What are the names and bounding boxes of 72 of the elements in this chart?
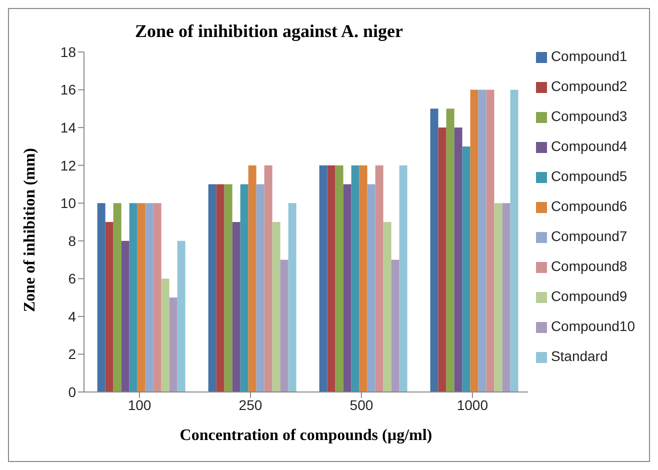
y-tick-label: 2 xyxy=(68,346,76,362)
bar xyxy=(470,90,478,392)
chart-title: Zone of inihibition against A. niger xyxy=(134,21,404,42)
bar xyxy=(177,240,186,392)
bar xyxy=(248,165,256,392)
legend-label: Standard xyxy=(550,347,608,366)
bar xyxy=(97,203,106,392)
bar xyxy=(343,184,352,392)
bar xyxy=(383,222,392,392)
legend-label: Compound8 xyxy=(550,257,628,276)
legend-label: Compound7 xyxy=(550,227,628,246)
bar xyxy=(208,184,216,392)
x-tick-label: 250 xyxy=(238,396,262,413)
bar xyxy=(280,260,288,392)
bar xyxy=(224,184,232,392)
legend-label: Compound2 xyxy=(550,77,628,96)
bar xyxy=(121,240,130,392)
bar xyxy=(153,203,162,392)
bar xyxy=(113,203,122,392)
y-tick-label: 18 xyxy=(60,44,76,60)
bar xyxy=(145,203,154,392)
bar xyxy=(462,146,470,392)
x-axis-title: Concentration of compounds (µg/ml) xyxy=(180,427,432,444)
legend-label: Compound9 xyxy=(550,287,628,306)
bar xyxy=(399,165,408,392)
bar xyxy=(272,222,280,392)
bar xyxy=(478,90,486,392)
bar xyxy=(454,128,462,392)
y-tick-label: 16 xyxy=(60,82,76,98)
legend-label: Compound1 xyxy=(550,47,628,66)
y-tick-label: 0 xyxy=(68,384,76,400)
bar xyxy=(327,165,336,392)
bar xyxy=(391,260,400,392)
bar xyxy=(335,165,344,392)
bar xyxy=(367,184,376,392)
x-tick-label: 500 xyxy=(350,396,374,413)
bar xyxy=(169,298,178,392)
y-tick-label: 8 xyxy=(68,232,76,249)
bar xyxy=(510,90,518,392)
y-tick-label: 10 xyxy=(60,195,76,212)
legend-label: Compound10 xyxy=(550,317,635,336)
bar xyxy=(105,222,114,392)
bar xyxy=(319,165,328,392)
bar xyxy=(129,203,138,392)
y-tick-label: 12 xyxy=(60,157,76,174)
bar xyxy=(161,278,170,392)
legend-label: Compound6 xyxy=(550,197,628,216)
y-tick-label: 6 xyxy=(68,270,76,287)
bar xyxy=(486,90,494,392)
bar xyxy=(288,203,296,392)
y-axis-title: Zone of inhibition (mm) xyxy=(22,148,39,312)
bar xyxy=(264,165,272,392)
bar xyxy=(502,203,510,392)
legend-label: Compound5 xyxy=(550,167,628,186)
bar xyxy=(438,128,446,392)
bar xyxy=(216,184,224,392)
bar xyxy=(359,165,368,392)
bar xyxy=(446,108,454,392)
bar xyxy=(232,222,240,392)
bar xyxy=(137,203,146,392)
x-tick-label: 100 xyxy=(128,396,152,413)
x-tick-label: 1000 xyxy=(456,396,488,413)
bar xyxy=(256,184,264,392)
legend-label: Compound4 xyxy=(550,137,628,156)
bar xyxy=(240,184,248,392)
legend-label: Compound3 xyxy=(550,107,628,126)
bar xyxy=(494,203,502,392)
bar xyxy=(375,165,384,392)
bar xyxy=(351,165,360,392)
bar xyxy=(430,108,438,392)
y-tick-label: 14 xyxy=(60,120,76,136)
y-tick-label: 4 xyxy=(68,308,76,324)
